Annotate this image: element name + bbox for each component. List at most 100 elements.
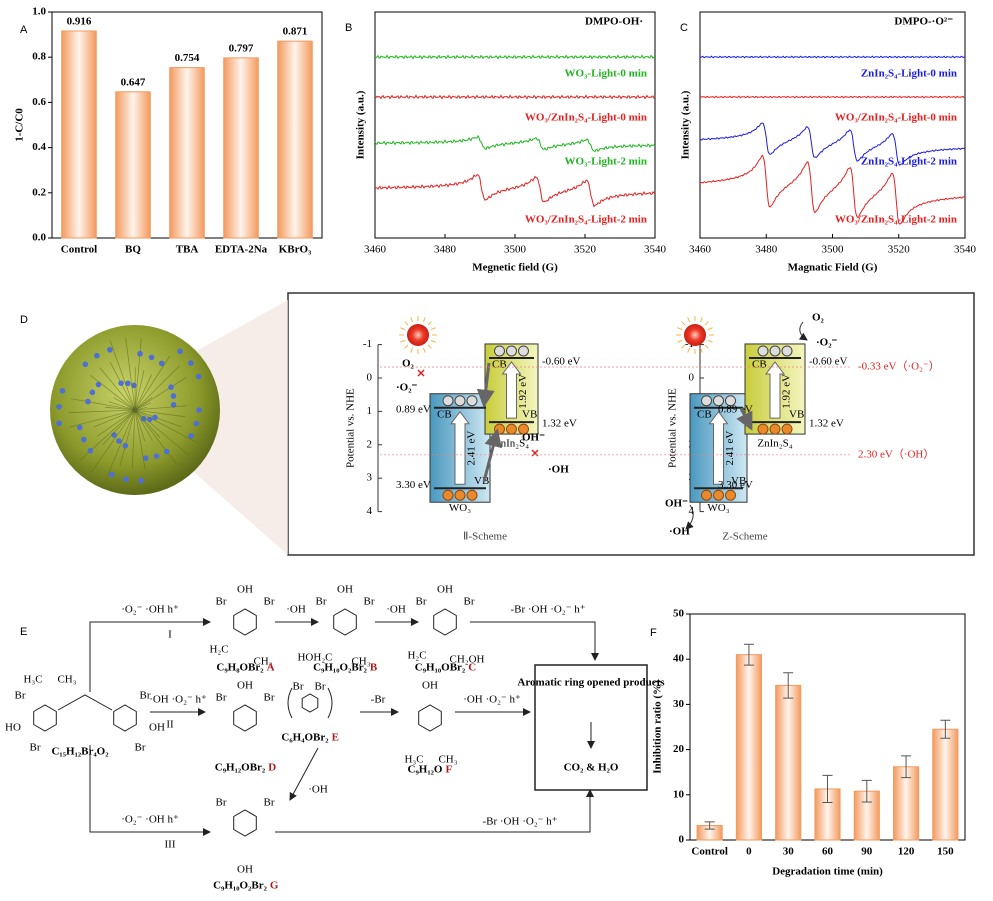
- potential-value: 1.32 eV: [809, 418, 844, 430]
- legend-label: WO₃/ZnIn₂S₄-Light-0 min: [525, 112, 647, 124]
- atom: OH: [237, 680, 253, 692]
- potential-axis-label: Potential vs. NHE: [667, 388, 679, 468]
- petal: [134, 409, 146, 470]
- error-bar: [743, 643, 754, 666]
- petal: [134, 409, 146, 442]
- atom: OH: [422, 680, 438, 692]
- dot: [170, 402, 177, 408]
- excitation-arrow: [450, 410, 470, 485]
- band-gap: 1.92 eV: [781, 374, 793, 409]
- formula: C₉H₁₂O: [408, 764, 443, 776]
- hole: [781, 423, 793, 435]
- atom: OH: [437, 584, 453, 596]
- bar: [61, 30, 97, 239]
- compound-letter: A: [267, 662, 275, 674]
- sun-ray: [704, 344, 709, 349]
- y-axis-label: 1-C/C0: [14, 108, 26, 142]
- spectrum-trace: [699, 55, 966, 59]
- atom: Br: [135, 742, 146, 754]
- excitation-arrow: [765, 361, 785, 419]
- petal: [134, 409, 182, 428]
- petal: [68, 409, 136, 414]
- hole: [769, 423, 781, 435]
- dot: [85, 398, 91, 405]
- atom: Br: [316, 596, 327, 608]
- reaction-arrow: [289, 747, 319, 801]
- petal: [109, 362, 136, 411]
- dot: [158, 360, 165, 367]
- x-tick-label: 30: [783, 846, 795, 858]
- y-tick-label: 0: [679, 834, 685, 846]
- petal: [70, 398, 136, 411]
- scheme-name: Ⅱ-Scheme: [463, 531, 507, 543]
- y-tick-label: 0.0: [32, 232, 46, 244]
- formula: C₆H₄OBr₂: [281, 732, 329, 744]
- x-tick-label: 3520: [574, 244, 597, 256]
- petal: [104, 409, 136, 482]
- x-tick-label: 3540: [954, 244, 977, 256]
- species: OH⁻: [522, 432, 545, 444]
- reagents: ·OH: [386, 604, 406, 616]
- formula: C₁₅H₁₂Br₄O₂: [51, 746, 109, 758]
- formula: C₉H₁₀O₂Br₂: [313, 662, 367, 674]
- petal: [69, 409, 136, 428]
- dot: [148, 354, 155, 361]
- dot: [138, 477, 144, 484]
- band-label: CB: [437, 408, 452, 420]
- sun-ray: [410, 347, 414, 353]
- dot: [188, 433, 194, 439]
- sun-ray: [677, 339, 683, 343]
- reagents: ·OH: [308, 784, 328, 796]
- panel-d-frame: [287, 292, 975, 556]
- zoom-cone: [180, 300, 288, 555]
- petal: [134, 409, 198, 444]
- dot: [94, 352, 100, 359]
- chart-title: DMPO-OH·: [585, 16, 643, 28]
- y-tick-label: 0.6: [32, 96, 46, 108]
- product-box: [534, 664, 648, 791]
- formula: C₉H₁₂OBr₂: [215, 762, 266, 774]
- dot: [170, 393, 177, 399]
- spectrum-trace: [374, 54, 656, 60]
- atom: Br: [264, 596, 275, 608]
- x-axis-label: Magnatic Field (G): [788, 262, 878, 274]
- electron: [466, 395, 478, 407]
- compound-letter: E: [332, 732, 339, 744]
- hole: [713, 489, 724, 501]
- y-tick-label: 30: [673, 698, 685, 710]
- benzene-ring: [233, 704, 257, 732]
- band-label: VB: [474, 475, 489, 487]
- spectrum-trace: [699, 154, 966, 225]
- spectrum-trace: [699, 95, 966, 99]
- dot: [168, 384, 174, 390]
- spectrum-trace: [699, 122, 966, 166]
- bracket: [287, 687, 333, 719]
- atom: Br: [216, 797, 227, 809]
- dot: [196, 407, 202, 413]
- sun-ray: [681, 321, 686, 326]
- electron: [713, 395, 724, 407]
- band-label: VB: [522, 409, 537, 421]
- petal: [134, 338, 142, 411]
- hole: [725, 489, 736, 501]
- x-tick-label: 3460: [689, 244, 712, 256]
- cross: [417, 369, 539, 457]
- bar: [277, 40, 313, 239]
- x-tick-label: TBA: [176, 244, 199, 256]
- dot: [177, 348, 183, 355]
- error-bar: [940, 719, 951, 739]
- benzene-ring: [433, 608, 457, 636]
- redox-label: -0.33 eV（·O₂⁻）: [858, 360, 940, 373]
- atom: Br: [30, 742, 41, 754]
- sun-ray: [404, 321, 409, 326]
- y-axis-label: Intensity (a.u.): [355, 90, 367, 159]
- value-label: 0.797: [229, 42, 254, 54]
- petal: [134, 396, 153, 411]
- benzene-ring: [301, 693, 319, 713]
- compound-letter: G: [270, 880, 279, 892]
- potential-value: 1.32 eV: [542, 418, 577, 430]
- band-label: CB: [697, 408, 712, 420]
- petal: [113, 397, 136, 411]
- potential-tick-label: 1: [367, 405, 373, 417]
